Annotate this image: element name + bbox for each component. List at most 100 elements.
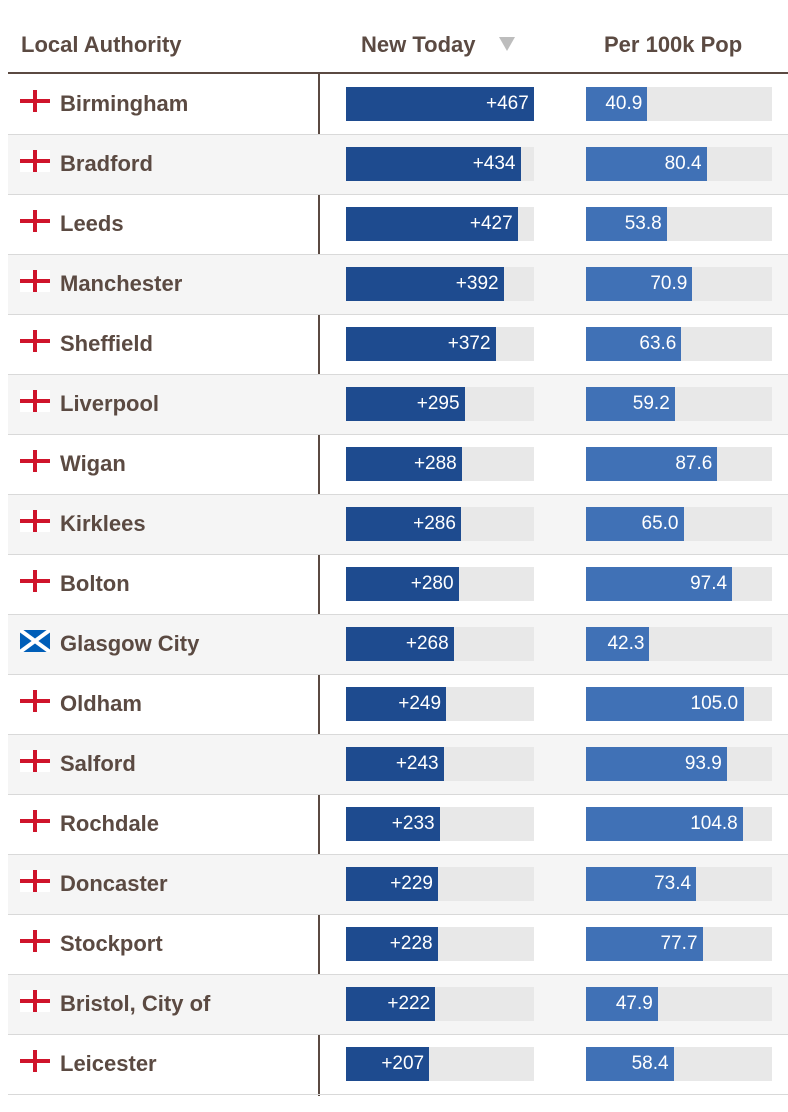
new-today-track: +288	[346, 447, 534, 481]
new-today-track: +228	[346, 927, 534, 961]
local-authority-name: Wigan	[60, 451, 126, 476]
new-today-value: +295	[416, 393, 460, 414]
per-100k-bar	[586, 807, 744, 841]
table-row[interactable]: Doncaster +229 73.4	[8, 855, 788, 915]
new-today-bar	[346, 927, 438, 961]
per-100k-value: 59.2	[632, 393, 670, 414]
per-100k-value: 53.8	[624, 213, 662, 234]
per-100k-track: 58.4	[586, 1047, 772, 1081]
per-100k-bar	[586, 687, 744, 721]
new-today-bar	[346, 87, 534, 121]
header-new-today[interactable]: New Today	[361, 32, 476, 57]
table-row[interactable]: Bolton +280 97.4	[8, 555, 788, 615]
new-today-bar	[346, 147, 521, 181]
new-today-track: +229	[346, 867, 534, 901]
new-today-value: +228	[389, 933, 433, 954]
new-today-value: +372	[447, 333, 491, 354]
table-row[interactable]: Salford +243 93.9	[8, 735, 788, 795]
england-flag-icon	[20, 930, 50, 952]
table-row[interactable]: Sheffield +372 63.6	[8, 315, 788, 375]
per-100k-value: 80.4	[664, 153, 702, 174]
table-row[interactable]: Stockport +228 77.7	[8, 915, 788, 975]
new-today-value: +392	[455, 273, 499, 294]
new-today-bar	[346, 627, 454, 661]
per-100k-value: 70.9	[650, 273, 688, 294]
new-today-track: +207	[346, 1047, 534, 1081]
table-row[interactable]: Bradford +434 80.4	[8, 135, 788, 195]
per-100k-bar	[586, 507, 684, 541]
per-100k-value: 73.4	[654, 873, 692, 894]
local-authority-name: Rochdale	[60, 811, 160, 836]
england-flag-icon	[20, 450, 50, 472]
england-flag-icon	[20, 330, 50, 352]
new-today-bar	[346, 327, 496, 361]
england-flag-icon	[20, 690, 50, 712]
new-today-bar	[346, 447, 462, 481]
table-row[interactable]: Rochdale +233 104.8	[8, 795, 788, 855]
per-100k-bar	[586, 987, 658, 1021]
new-today-bar	[346, 207, 518, 241]
per-100k-bar	[586, 447, 718, 481]
new-today-value: +243	[395, 753, 439, 774]
new-today-track: +280	[346, 567, 534, 601]
sort-down-icon[interactable]	[498, 36, 516, 52]
per-100k-track: 77.7	[586, 927, 772, 961]
per-100k-bar	[586, 207, 667, 241]
table-row[interactable]: Glasgow City +268 42.3	[8, 615, 788, 675]
new-today-track: +392	[346, 267, 534, 301]
new-today-value: +207	[381, 1053, 425, 1074]
local-authority-name: Liverpool	[60, 391, 160, 416]
per-100k-bar	[586, 327, 682, 361]
new-today-value: +233	[391, 813, 435, 834]
new-today-track: +249	[346, 687, 534, 721]
table-row[interactable]: Liverpool +295 59.2	[8, 375, 788, 435]
new-today-value: +427	[469, 213, 513, 234]
local-authority-name: Leeds	[60, 211, 124, 236]
table-row[interactable]: Leeds +427 53.8	[8, 195, 788, 255]
new-today-bar	[346, 687, 447, 721]
new-today-bar	[346, 267, 504, 301]
local-authority-name: Birmingham	[60, 91, 189, 116]
table-row[interactable]: Wigan +288 87.6	[8, 435, 788, 495]
per-100k-track: 40.9	[586, 87, 772, 121]
new-today-track: +427	[346, 207, 534, 241]
header-per-100k[interactable]: Per 100k Pop	[604, 32, 743, 57]
table-row[interactable]: Kirklees +286 65.0	[8, 495, 788, 555]
per-100k-track: 65.0	[586, 507, 772, 541]
england-flag-icon	[20, 570, 50, 592]
new-today-bar	[346, 807, 440, 841]
table-row[interactable]: Birmingham +467 40.9	[8, 75, 788, 135]
new-today-value: +280	[410, 573, 454, 594]
per-100k-bar	[586, 627, 650, 661]
per-100k-track: 73.4	[586, 867, 772, 901]
scotland-flag-icon	[20, 630, 50, 652]
new-today-bar	[346, 867, 439, 901]
new-today-bar	[346, 567, 459, 601]
local-authority-name: Bolton	[60, 571, 130, 596]
per-100k-bar	[586, 87, 648, 121]
per-100k-bar	[586, 1047, 674, 1081]
per-100k-track: 105.0	[586, 687, 772, 721]
new-today-bar	[346, 1047, 430, 1081]
new-today-value: +286	[413, 513, 456, 534]
new-today-value: +268	[405, 633, 449, 654]
new-today-track: +222	[346, 987, 534, 1021]
new-today-value: +222	[387, 993, 431, 1014]
per-100k-value: 105.0	[690, 693, 739, 714]
new-today-value: +467	[486, 93, 529, 114]
table-row[interactable]: Leicester +207 58.4	[8, 1035, 788, 1095]
per-100k-value: 87.6	[675, 453, 713, 474]
per-100k-value: 58.4	[631, 1053, 669, 1074]
per-100k-bar	[586, 387, 675, 421]
table-row[interactable]: Bristol, City of +222 47.9	[8, 975, 788, 1035]
header-local-authority[interactable]: Local Authority	[21, 32, 182, 57]
table-row[interactable]: Manchester +392 70.9	[8, 255, 788, 315]
table-row[interactable]: Oldham +249 105.0	[8, 675, 788, 735]
new-today-bar	[346, 507, 462, 541]
england-flag-icon	[20, 870, 50, 892]
per-100k-bar	[586, 747, 727, 781]
per-100k-bar	[586, 867, 697, 901]
per-100k-value: 40.9	[605, 93, 643, 114]
per-100k-track: 104.8	[586, 807, 772, 841]
